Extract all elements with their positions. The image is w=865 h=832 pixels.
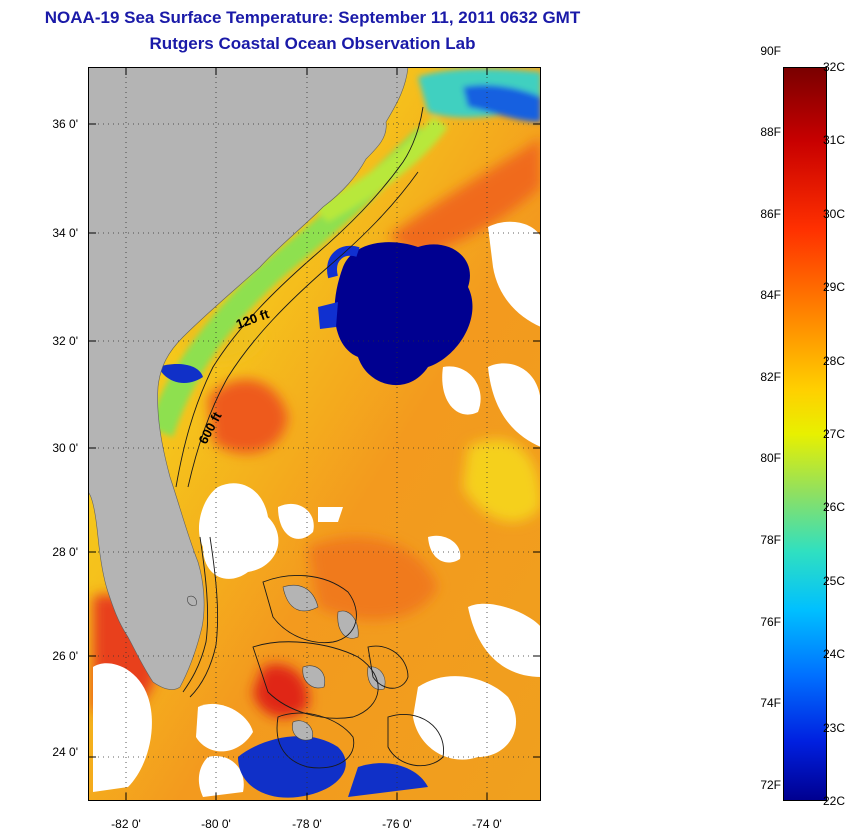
lat-label-32: 32 0' (52, 334, 78, 348)
colorbar-fahrenheit-label: 84F (760, 288, 781, 303)
colorbar-fahrenheit-label: 86F (760, 206, 781, 221)
colorbar-celsius-label: 25C (823, 573, 846, 588)
colorbar-fahrenheit-label: 90F (760, 43, 781, 58)
cold-patches-south (158, 364, 428, 798)
lat-label-30: 30 0' (52, 441, 78, 455)
colorbar-fahrenheit-label: 72F (760, 777, 781, 792)
bahamas-islands (187, 584, 386, 741)
colorbar-fahrenheit-label: 78F (760, 533, 781, 548)
lon-label-80: -80 0' (201, 817, 231, 831)
colorbar-celsius-label: 26C (823, 500, 846, 515)
lat-label-28: 28 0' (52, 545, 78, 559)
colorbar-celsius-label: 22C (823, 794, 846, 808)
colorbar-celsius-label: 30C (823, 206, 846, 221)
lat-label-26: 26 0' (52, 649, 78, 663)
colorbar-celsius-label: 28C (823, 353, 846, 368)
coastal-band (148, 68, 541, 437)
colorbar-celsius-label: 27C (823, 427, 846, 441)
lat-label-24: 24 0' (52, 745, 78, 759)
bathymetry-contours (175, 106, 444, 769)
lon-label-82: -82 0' (111, 817, 141, 831)
colorbar-fahrenheit-label: 82F (760, 369, 781, 384)
axis-ticks (88, 67, 541, 801)
temperature-colorbar (783, 67, 827, 801)
lon-label-78: -78 0' (292, 817, 322, 831)
map-frame (88, 67, 541, 801)
lon-label-76: -76 0' (382, 817, 412, 831)
lat-label-36: 36 0' (52, 117, 78, 131)
sst-map: 120 ft 600 ft (88, 67, 541, 801)
colorbar-celsius-label: 23C (823, 720, 846, 735)
lon-label-74: -74 0' (472, 817, 502, 831)
colorbar-fahrenheit-label: 74F (760, 696, 781, 711)
colorbar-celsius-label: 31C (823, 133, 846, 148)
colorbar-celsius-label: 29C (823, 280, 846, 295)
colorbar-celsius-label: 24C (823, 647, 846, 662)
cloud-patches (93, 483, 541, 797)
grid-lines (88, 67, 541, 801)
colorbar-fahrenheit-label: 76F (760, 614, 781, 629)
lat-label-34: 34 0' (52, 226, 78, 240)
map-subtitle: Rutgers Coastal Ocean Observation Lab (149, 34, 476, 53)
cold-cloud-region (318, 221, 541, 447)
colorbar-fahrenheit-label: 80F (760, 451, 781, 466)
colorbar-celsius-label: 32C (823, 60, 846, 74)
land-mass (88, 67, 409, 690)
map-title: NOAA-19 Sea Surface Temperature: Septemb… (44, 8, 581, 27)
colorbar-fahrenheit-label: 88F (760, 125, 781, 140)
